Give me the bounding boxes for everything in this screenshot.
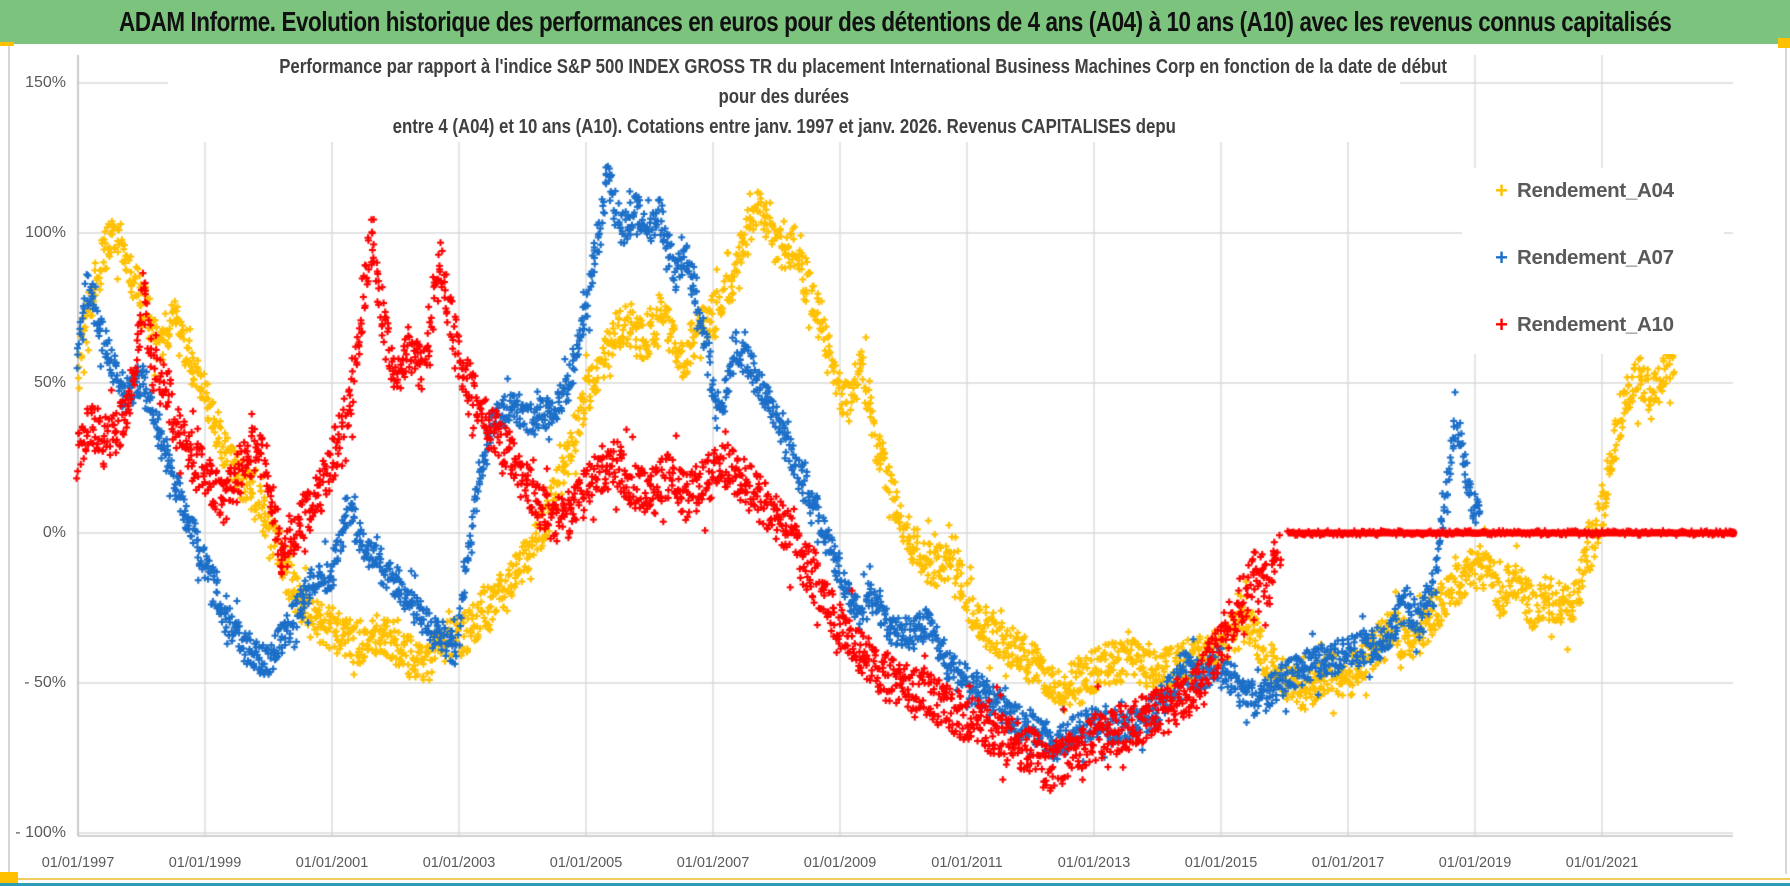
y-axis-tick-label: 0%	[42, 524, 66, 541]
gold-frame-top-right	[1778, 38, 1790, 48]
x-axis-tick-label: 01/01/2011	[931, 855, 1003, 871]
y-axis-tick-label: 150%	[25, 74, 66, 91]
chart-title-line-1: Performance par rapport à l'indice S&P 5…	[279, 56, 1448, 78]
legend-label: Rendement_A04	[1517, 179, 1674, 202]
legend-item-rendement_a04[interactable]: + Rendement_A04	[1462, 174, 1724, 208]
legend-item-rendement_a10[interactable]: + Rendement_A10	[1462, 308, 1724, 342]
legend-label: Rendement_A07	[1517, 246, 1674, 269]
x-axis-tick-label: 01/01/2007	[676, 855, 750, 871]
x-axis-tick-label: 01/01/2017	[1311, 855, 1385, 871]
x-axis-tick-label: 01/01/2021	[1565, 855, 1639, 871]
legend-marker-icon: +	[1495, 312, 1508, 337]
legend-item-rendement_a07[interactable]: + Rendement_A07	[1462, 241, 1724, 275]
y-axis-tick-label: - 100%	[15, 824, 66, 841]
legend-label: Rendement_A10	[1517, 313, 1674, 336]
x-axis-tick-label: 01/01/2015	[1184, 855, 1258, 871]
chart-legend: + Rendement_A04 + Rendement_A07 + Rendement_A…	[1462, 168, 1724, 354]
chart-title: Performance par rapport à l'indice S&P 5…	[168, 52, 1448, 142]
x-axis-tick-label: 01/01/2013	[1057, 855, 1131, 871]
legend-marker-icon: +	[1495, 178, 1508, 203]
x-axis-tick-label: 01/01/2009	[803, 855, 877, 871]
x-axis-tick-label: 01/01/1999	[168, 855, 242, 871]
y-axis-tick-label: 100%	[25, 224, 66, 241]
chart-title-line-2: pour des durées	[718, 86, 850, 108]
x-axis-tick-label: 01/01/1997	[41, 855, 115, 871]
x-axis-tick-label: 01/01/2001	[295, 855, 369, 871]
legend-marker-icon: +	[1495, 245, 1508, 270]
gold-frame-bottom	[0, 878, 1790, 880]
report-header-title: ADAM Informe. Evolution historique des p…	[118, 6, 1672, 37]
x-axis-tick-label: 01/01/2019	[1438, 855, 1512, 871]
gold-frame-top-left	[0, 42, 14, 46]
chart-title-line-3: entre 4 (A04) et 10 ans (A10). Cotations…	[392, 116, 1176, 138]
left-window-edge	[8, 44, 10, 874]
right-window-edge	[1785, 44, 1787, 874]
y-axis-tick-label: - 50%	[24, 674, 66, 691]
gold-frame-bottom-left-handle[interactable]	[0, 872, 18, 883]
report-header-banner: ADAM Informe. Evolution historique des p…	[0, 0, 1790, 44]
x-axis-tick-label: 01/01/2003	[422, 855, 496, 871]
y-axis-tick-label: 50%	[33, 374, 66, 391]
taskbar-strip	[0, 883, 1790, 886]
x-axis-tick-label: 01/01/2005	[549, 855, 623, 871]
